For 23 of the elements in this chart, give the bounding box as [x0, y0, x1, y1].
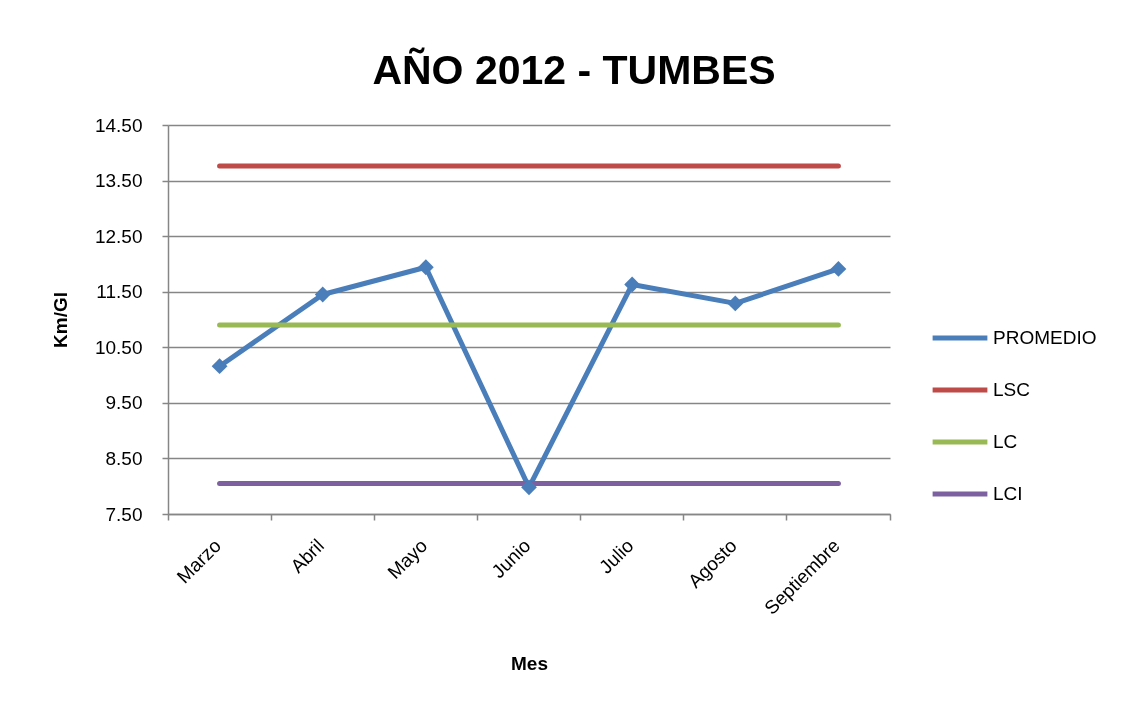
y-tick-label: 12.50 — [94, 225, 143, 247]
legend-label: LSC — [993, 379, 1030, 400]
y-axis-title: Km/Gl — [49, 292, 71, 348]
x-axis-title: Mes — [511, 652, 548, 674]
y-tick-label: 7.50 — [105, 503, 143, 525]
legend-label: PROMEDIO — [993, 327, 1097, 348]
x-tick-label: Julio — [595, 535, 638, 578]
y-tick-label: 9.50 — [105, 392, 143, 414]
point — [830, 261, 847, 277]
chart-title: AÑO 2012 - TUMBES — [372, 47, 776, 93]
y-tick-label: 8.50 — [105, 447, 143, 469]
point — [417, 259, 434, 276]
point — [521, 479, 537, 496]
y-tick-label: 14.50 — [94, 114, 143, 136]
point — [211, 358, 228, 375]
y-tick-label: 10.50 — [94, 336, 143, 358]
legend-label: LCI — [993, 483, 1023, 504]
y-tick-label: 13.50 — [94, 170, 143, 192]
point — [624, 276, 641, 293]
y-tick-label: 11.50 — [96, 281, 143, 303]
point — [727, 295, 744, 312]
legend-label: LC — [993, 431, 1018, 452]
point — [314, 286, 331, 303]
